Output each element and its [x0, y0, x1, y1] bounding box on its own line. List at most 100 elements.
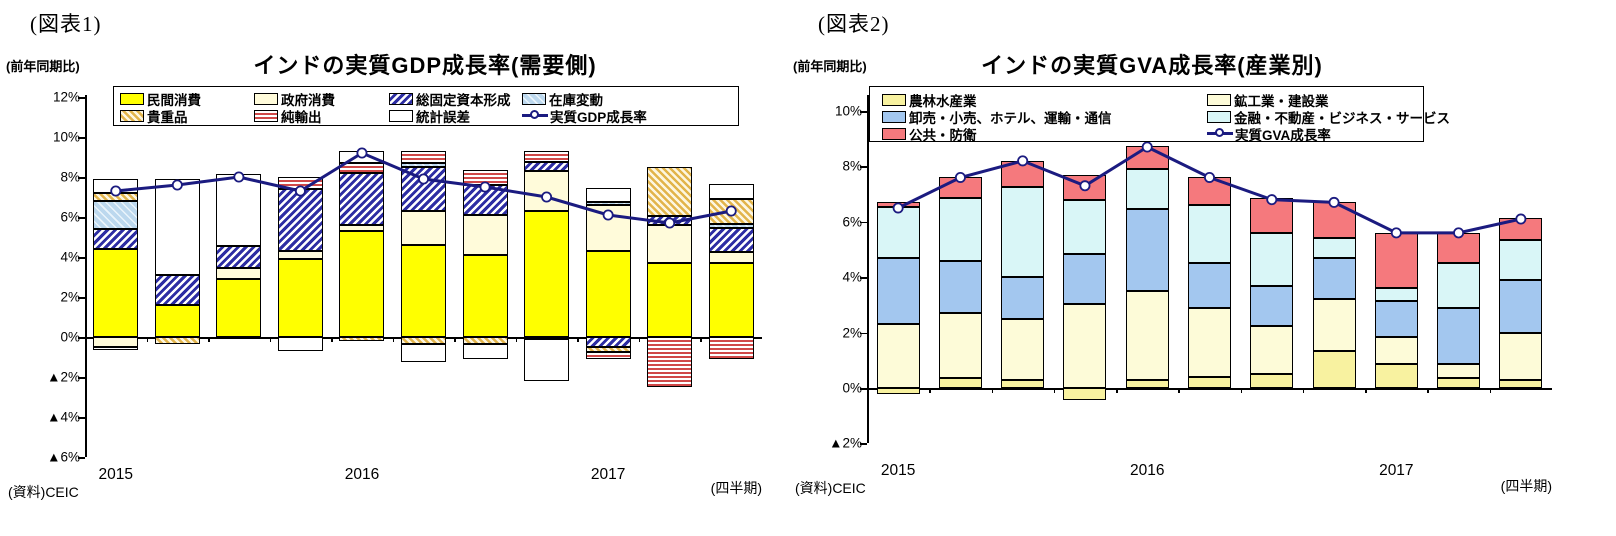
bar-segment-net-exports	[585, 352, 631, 359]
legend-label: 金融・不動産・ビジネス・サービス	[1234, 110, 1450, 126]
bar-segment-public-administration-defence	[1312, 202, 1356, 239]
x-tick	[515, 337, 518, 342]
figure2-legend: 農林水産業 鉱工業・建設業卸売・小売、ホテル、運輸・通信 金融・不動産・ビジネス・サ…	[869, 86, 1450, 143]
bar-segment-private-consumption	[585, 251, 631, 337]
y-tick	[860, 443, 867, 445]
real-gva-growth-line-marker-icon	[1207, 128, 1233, 137]
legend-label: 公共・防衛	[909, 127, 977, 143]
legend-item-real-gdp-growth: 実質GDP成長率	[522, 108, 647, 125]
bar-segment-trade-hotels-transport-communication	[1125, 209, 1169, 292]
legend-label: 鉱工業・建設業	[1234, 93, 1329, 109]
bar-segment-private-consumption	[401, 245, 446, 337]
bar-segment-government-consumption	[462, 215, 508, 255]
y-tick	[860, 111, 867, 113]
bar-segment-statistical-discrepancy	[524, 339, 570, 381]
legend-item-statistical-discrepancy: 統計誤差	[389, 108, 470, 125]
bar-segment-government-consumption	[647, 225, 693, 263]
net-exports-swatch-icon	[254, 109, 278, 122]
legend-label: 卸売・小売、ホテル、運輸・通信	[909, 110, 1112, 126]
bar-segment-government-consumption	[277, 251, 323, 259]
bar-segment-government-consumption	[93, 337, 139, 347]
bar-segment-government-consumption	[585, 205, 631, 251]
bar-segment-government-consumption	[524, 171, 570, 211]
figure2-unit-note: (四半期)	[1500, 478, 1552, 494]
bar-segment-valuables	[585, 347, 631, 352]
legend-item-trade-hotels-transport-communication: 卸売・小売、ホテル、運輸・通信	[882, 109, 1112, 126]
bar-segment-net-exports	[462, 170, 508, 185]
bar-segment-gross-fixed-capital-formation	[277, 189, 323, 251]
x-year-label-2017: 2017	[590, 466, 626, 483]
bar-segment-agriculture-forestry-fishing	[1001, 379, 1045, 388]
bar-segment-private-consumption	[154, 305, 200, 337]
y-tick	[78, 177, 85, 179]
bar-segment-trade-hotels-transport-communication	[1188, 263, 1231, 308]
bar-segment-net-exports	[401, 151, 446, 163]
bar-segment-gross-fixed-capital-formation	[93, 229, 139, 249]
bar-segment-valuables	[708, 199, 754, 224]
legend-item-net-exports: 純輸出	[254, 108, 322, 125]
y-tick	[860, 332, 867, 335]
bar-segment-finance-realestate-business-services	[1499, 239, 1543, 280]
y-tick	[78, 417, 85, 419]
bar-segment-gross-fixed-capital-formation	[216, 246, 262, 268]
figure1-unit-note: (四半期)	[710, 480, 762, 496]
y-tick-label: ▲6%	[47, 449, 80, 465]
x-tick	[454, 337, 456, 342]
y-tick	[78, 137, 85, 139]
bar-segment-trade-hotels-transport-communication	[876, 257, 920, 325]
bar-segment-agriculture-forestry-fishing	[938, 378, 982, 388]
figure1-legend: 民間消費 政府消費 総固定資本形成 在庫変動 貴重品 純輸出 統計誤差 実質GDP成長率	[113, 86, 739, 126]
bar-segment-public-administration-defence	[1499, 217, 1543, 240]
figure2-axis-note: (前年同期比)	[793, 59, 867, 74]
bar-segment-private-consumption	[216, 279, 262, 337]
y-tick-label: 10%	[834, 103, 862, 119]
bar-segment-public-administration-defence	[1188, 177, 1231, 206]
bar-segment-finance-realestate-business-services	[1188, 205, 1231, 264]
bar-segment-statistical-discrepancy	[216, 174, 262, 246]
bar-segment-private-consumption	[462, 255, 508, 337]
bar-segment-private-consumption	[277, 259, 323, 337]
bar-segment-public-administration-defence	[1374, 232, 1418, 289]
legend-item-agriculture-forestry-fishing: 農林水産業	[882, 92, 977, 109]
y-tick-label: 10%	[52, 129, 80, 145]
bar-segment-finance-realestate-business-services	[1312, 238, 1356, 258]
bar-segment-mining-industry-construction	[1374, 336, 1418, 365]
bar-segment-net-exports	[216, 337, 262, 339]
figure1-source: (資料)CEIC	[8, 484, 79, 500]
bar-segment-private-consumption	[524, 211, 570, 337]
bar-segment-valuables	[401, 337, 446, 344]
y-tick-label: 2%	[60, 289, 80, 305]
legend-label: 在庫変動	[549, 92, 603, 108]
bar-segment-mining-industry-construction	[938, 313, 982, 379]
bar-segment-gross-fixed-capital-formation	[154, 275, 200, 305]
bar-segment-valuables	[647, 167, 693, 216]
agriculture-forestry-fishing-swatch-icon	[882, 93, 906, 106]
zero-axis-line	[867, 388, 1552, 390]
y-tick-label: 6%	[842, 214, 862, 230]
trade-hotels-transport-communication-swatch-icon	[882, 110, 906, 123]
figure2-source: (資料)CEIC	[795, 480, 866, 496]
bar-segment-valuables	[339, 337, 385, 341]
bar-segment-net-exports	[93, 347, 139, 350]
bar-segment-private-consumption	[93, 249, 139, 337]
gross-fixed-capital-formation-swatch-icon	[389, 92, 413, 105]
bar-segment-trade-hotels-transport-communication	[1001, 277, 1045, 319]
bar-segment-statistical-discrepancy	[339, 151, 385, 163]
bar-segment-agriculture-forestry-fishing	[1499, 379, 1543, 388]
figure2-label: (図表2)	[818, 12, 890, 36]
legend-item-real-gva-growth: 実質GVA成長率	[1207, 126, 1331, 143]
bar-segment-gross-fixed-capital-formation	[585, 337, 631, 347]
legend-item-inventory-change: 在庫変動	[522, 91, 603, 108]
x-tick	[146, 337, 149, 342]
bar-segment-gross-fixed-capital-formation	[462, 185, 508, 215]
legend-item-mining-industry-construction: 鉱工業・建設業	[1207, 92, 1329, 109]
bar-segment-mining-industry-construction	[1125, 291, 1169, 380]
y-axis	[867, 95, 869, 444]
bar-segment-public-administration-defence	[1125, 145, 1169, 170]
x-tick	[1365, 388, 1367, 393]
bar-segment-finance-realestate-business-services	[1063, 199, 1107, 254]
x-tick	[1178, 388, 1180, 393]
bar-segment-valuables	[93, 193, 139, 201]
bar-segment-gross-fixed-capital-formation	[401, 167, 446, 211]
